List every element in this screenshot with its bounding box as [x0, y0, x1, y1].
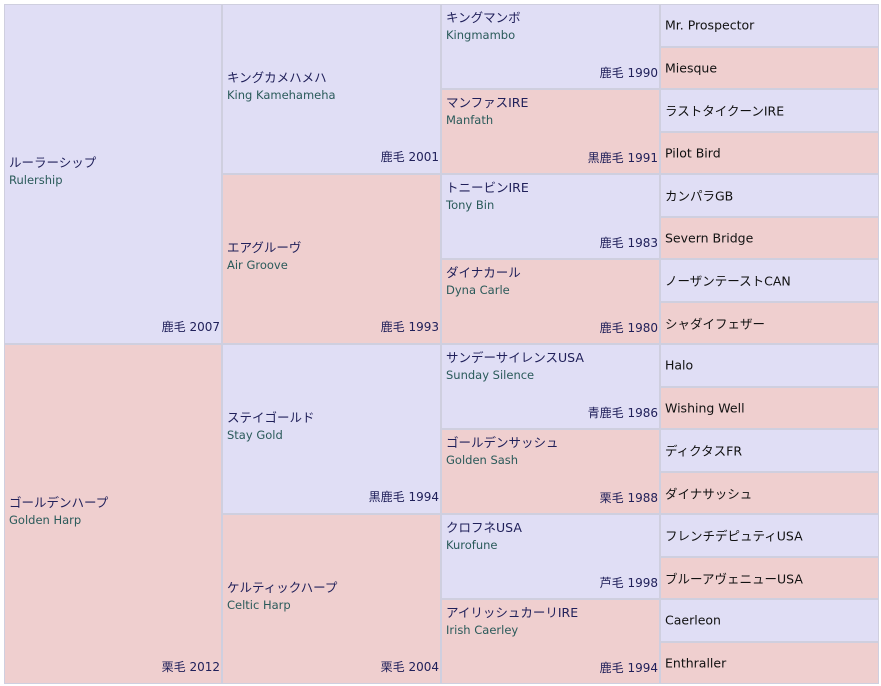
horse-name[interactable]: カンパラGB	[665, 188, 734, 204]
gen1-horse-cell: ゴールデンハープ Golden Harp 栗毛 2012	[4, 344, 222, 684]
gen3-horse-cell: ゴールデンサッシュ Golden Sash 栗毛 1988	[441, 429, 660, 514]
gen4-horse-cell: ダイナサッシュ	[660, 471, 879, 514]
horse-name-ja[interactable]: ゴールデンサッシュ	[446, 434, 559, 450]
gen1-horse-cell: ルーラーシップ Rulership 鹿毛 2007	[4, 4, 222, 344]
horse-name-en: Dyna Carle	[446, 282, 510, 297]
horse-name-ja[interactable]: ゴールデンハープ	[9, 495, 109, 510]
horse-name[interactable]: Caerleon	[665, 612, 721, 628]
horse-name-en: Stay Gold	[227, 428, 283, 442]
coat-and-year: 青鹿毛 1986	[587, 406, 658, 420]
gen4-horse-cell: Halo	[660, 344, 879, 387]
coat-and-year: 栗毛 1988	[599, 491, 658, 505]
horse-name-ja[interactable]: キングカメハメハ	[227, 70, 327, 85]
coat-and-year: 黒鹿毛 1994	[368, 490, 439, 504]
gen2-horse-cell: ステイゴールド Stay Gold 黒鹿毛 1994	[222, 344, 441, 514]
gen3-horse-cell: キングマンボ Kingmambo 鹿毛 1990	[441, 4, 660, 89]
gen3-horse-cell: トニービンIRE Tony Bin 鹿毛 1983	[441, 174, 660, 259]
gen4-horse-cell: Caerleon	[660, 599, 879, 642]
coat-and-year: 黒鹿毛 1991	[587, 151, 658, 165]
gen3-horse-cell: クロフネUSA Kurofune 芦毛 1998	[441, 514, 660, 599]
horse-name[interactable]: ダイナサッシュ	[665, 486, 753, 502]
horse-name[interactable]: ノーザンテーストCAN	[665, 273, 791, 289]
coat-and-year: 栗毛 2004	[380, 660, 439, 674]
horse-name-en: Sunday Silence	[446, 367, 535, 382]
horse-name[interactable]: Enthraller	[665, 655, 727, 671]
gen4-horse-cell: Miesque	[660, 46, 879, 89]
horse-name[interactable]: Mr. Prospector	[665, 17, 755, 33]
horse-name-ja[interactable]: アイリッシュカーリIRE	[446, 604, 579, 620]
horse-name-ja[interactable]: ダイナカール	[446, 264, 521, 280]
gen2-horse-cell: エアグルーヴ Air Groove 鹿毛 1993	[222, 174, 441, 344]
gen3-horse-cell: マンファスIRE Manfath 黒鹿毛 1991	[441, 89, 660, 174]
coat-and-year: 鹿毛 2007	[161, 320, 220, 334]
gen4-horse-cell: Severn Bridge	[660, 216, 879, 259]
gen3-horse-cell: ダイナカール Dyna Carle 鹿毛 1980	[441, 259, 660, 344]
horse-name[interactable]: ラストタイクーンIRE	[665, 103, 785, 119]
coat-and-year: 鹿毛 1993	[380, 320, 439, 334]
horse-name-en: King Kamehameha	[227, 88, 336, 102]
coat-and-year: 鹿毛 1980	[599, 321, 658, 335]
horse-name[interactable]: Severn Bridge	[665, 230, 754, 246]
horse-name-ja[interactable]: ルーラーシップ	[9, 155, 97, 170]
gen2-horse-cell: キングカメハメハ King Kamehameha 鹿毛 2001	[222, 4, 441, 174]
horse-name-ja[interactable]: キングマンボ	[446, 9, 521, 25]
gen4-horse-cell: ラストタイクーンIRE	[660, 89, 879, 132]
horse-name-en: Tony Bin	[446, 197, 495, 212]
horse-name-ja[interactable]: マンファスIRE	[446, 94, 529, 110]
gen4-horse-cell: ディクタスFR	[660, 429, 879, 472]
horse-name[interactable]: ブルーアヴェニューUSA	[665, 571, 803, 587]
horse-name-en: Rulership	[9, 173, 63, 187]
gen2-horse-cell: ケルティックハープ Celtic Harp 栗毛 2004	[222, 514, 441, 684]
horse-name[interactable]: Wishing Well	[665, 400, 745, 416]
horse-name[interactable]: Pilot Bird	[665, 145, 721, 161]
horse-name-en: Celtic Harp	[227, 598, 291, 612]
horse-name-en: Kingmambo	[446, 27, 516, 42]
coat-and-year: 栗毛 2012	[161, 660, 220, 674]
horse-name-ja[interactable]: ステイゴールド	[227, 410, 315, 425]
gen4-horse-cell: カンパラGB	[660, 174, 879, 217]
gen3-horse-cell: サンデーサイレンスUSA Sunday Silence 青鹿毛 1986	[441, 344, 660, 429]
horse-name-ja[interactable]: トニービンIRE	[446, 179, 529, 195]
pedigree-table: ルーラーシップ Rulership 鹿毛 2007 ゴールデンハープ Golden Ha…	[4, 4, 879, 684]
horse-name[interactable]: Halo	[665, 357, 694, 373]
gen4-horse-cell: ノーザンテーストCAN	[660, 259, 879, 302]
horse-name-en: Air Groove	[227, 258, 288, 272]
horse-name-ja[interactable]: クロフネUSA	[446, 519, 522, 535]
coat-and-year: 鹿毛 2001	[380, 150, 439, 164]
horse-name-ja[interactable]: サンデーサイレンスUSA	[446, 349, 584, 365]
coat-and-year: 鹿毛 1990	[599, 66, 658, 80]
gen4-horse-cell: Enthraller	[660, 641, 879, 684]
coat-and-year: 鹿毛 1994	[599, 661, 658, 675]
gen4-horse-cell: フレンチデピュティUSA	[660, 514, 879, 557]
horse-name[interactable]: フレンチデピュティUSA	[665, 528, 803, 544]
horse-name-ja[interactable]: エアグルーヴ	[227, 240, 302, 255]
gen4-horse-cell: Pilot Bird	[660, 131, 879, 174]
horse-name-en: Golden Harp	[9, 513, 82, 527]
horse-name-en: Golden Sash	[446, 452, 519, 467]
gen4-horse-cell: Mr. Prospector	[660, 4, 879, 47]
gen4-horse-cell: Wishing Well	[660, 386, 879, 429]
horse-name-en: Kurofune	[446, 537, 498, 552]
coat-and-year: 鹿毛 1983	[599, 236, 658, 250]
horse-name[interactable]: ディクタスFR	[665, 443, 743, 459]
gen3-horse-cell: アイリッシュカーリIRE Irish Caerley 鹿毛 1994	[441, 599, 660, 684]
horse-name-en: Manfath	[446, 112, 494, 127]
gen4-horse-cell: シャダイフェザー	[660, 301, 879, 344]
horse-name-ja[interactable]: ケルティックハープ	[227, 580, 338, 595]
horse-name[interactable]: Miesque	[665, 60, 718, 76]
gen4-horse-cell: ブルーアヴェニューUSA	[660, 556, 879, 599]
horse-name[interactable]: シャダイフェザー	[665, 316, 766, 332]
coat-and-year: 芦毛 1998	[599, 576, 658, 590]
horse-name-en: Irish Caerley	[446, 622, 519, 637]
